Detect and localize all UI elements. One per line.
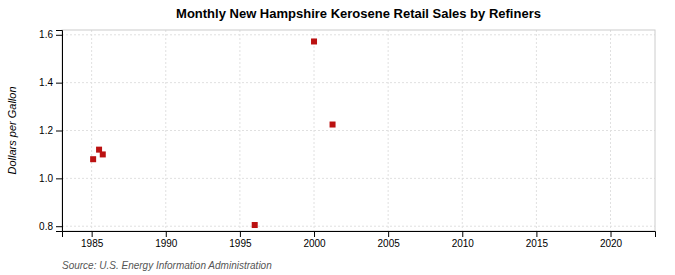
tick: 2010: [452, 231, 475, 249]
tick: 1.6: [39, 29, 62, 40]
tick-mark: [536, 231, 537, 237]
grid-line: [62, 34, 655, 35]
axis-line: [63, 232, 656, 238]
tick: 2005: [378, 231, 401, 249]
point: [100, 151, 106, 157]
tick-label: 1.4: [39, 77, 53, 88]
tick-label: 2000: [303, 238, 326, 249]
tick: 1.0: [39, 173, 62, 184]
tick: 2000: [303, 231, 326, 249]
tick: 1995: [229, 231, 252, 249]
tick-label: 1995: [229, 238, 252, 249]
plot: 1985 1990 1995 2000 2005 2010 2015 2020 0.8 1.0 1.…: [39, 29, 655, 249]
point: [90, 156, 96, 162]
chart: 1985 1990 1995 2000 2005 2010 2015 2020 0.8 1.0 1.…: [0, 0, 675, 275]
tick-mark: [56, 35, 62, 36]
tick-label: 1.0: [39, 173, 53, 184]
tick-label: 1985: [81, 238, 104, 249]
tick-mark: [56, 83, 62, 84]
point: [330, 122, 336, 128]
tick-mark: [611, 231, 612, 237]
x-axis: 1985 1990 1995 2000 2005 2010 2015 2020: [63, 231, 656, 249]
points: [90, 38, 335, 228]
y-axis: 0.8 1.0 1.2 1.4 1.6: [39, 29, 62, 231]
tick-label: 0.8: [39, 221, 53, 232]
tick-mark: [240, 231, 241, 237]
tick: 1.2: [39, 125, 62, 136]
tick: 2015: [526, 231, 549, 249]
y-axis-label: Dollars per Gallon: [6, 86, 18, 174]
tick: 2020: [600, 231, 623, 249]
plot-frame: [62, 30, 655, 231]
tick-mark: [92, 231, 93, 237]
tick: 1985: [81, 231, 104, 249]
tick-label: 2010: [452, 238, 475, 249]
grid-line: [536, 30, 537, 231]
tick-mark: [56, 131, 62, 132]
tick-mark: [388, 231, 389, 237]
tick-label: 1990: [155, 238, 178, 249]
tick-label: 1.6: [39, 29, 53, 40]
grid: [62, 30, 655, 231]
tick: 0.8: [39, 221, 62, 232]
tick-mark: [56, 178, 62, 179]
point: [252, 222, 258, 228]
tick-mark: [166, 231, 167, 237]
grid-line: [62, 226, 655, 227]
axis-line: [56, 31, 63, 232]
tick-label: 2005: [378, 238, 401, 249]
source-note: Source: U.S. Energy Information Administ…: [62, 260, 272, 271]
tick: 1990: [155, 231, 178, 249]
tick-label: 1.2: [39, 125, 53, 136]
tick-label: 2020: [600, 238, 623, 249]
tick-label: 2015: [526, 238, 549, 249]
tick-mark: [56, 226, 62, 227]
tick-mark: [314, 231, 315, 237]
grid-line: [62, 82, 655, 83]
title: Monthly New Hampshire Kerosene Retail Sa…: [176, 6, 541, 21]
point: [311, 38, 317, 44]
tick-mark: [462, 231, 463, 237]
tick: 1.4: [39, 77, 62, 88]
grid-line: [62, 130, 655, 131]
grid-line: [62, 178, 655, 179]
